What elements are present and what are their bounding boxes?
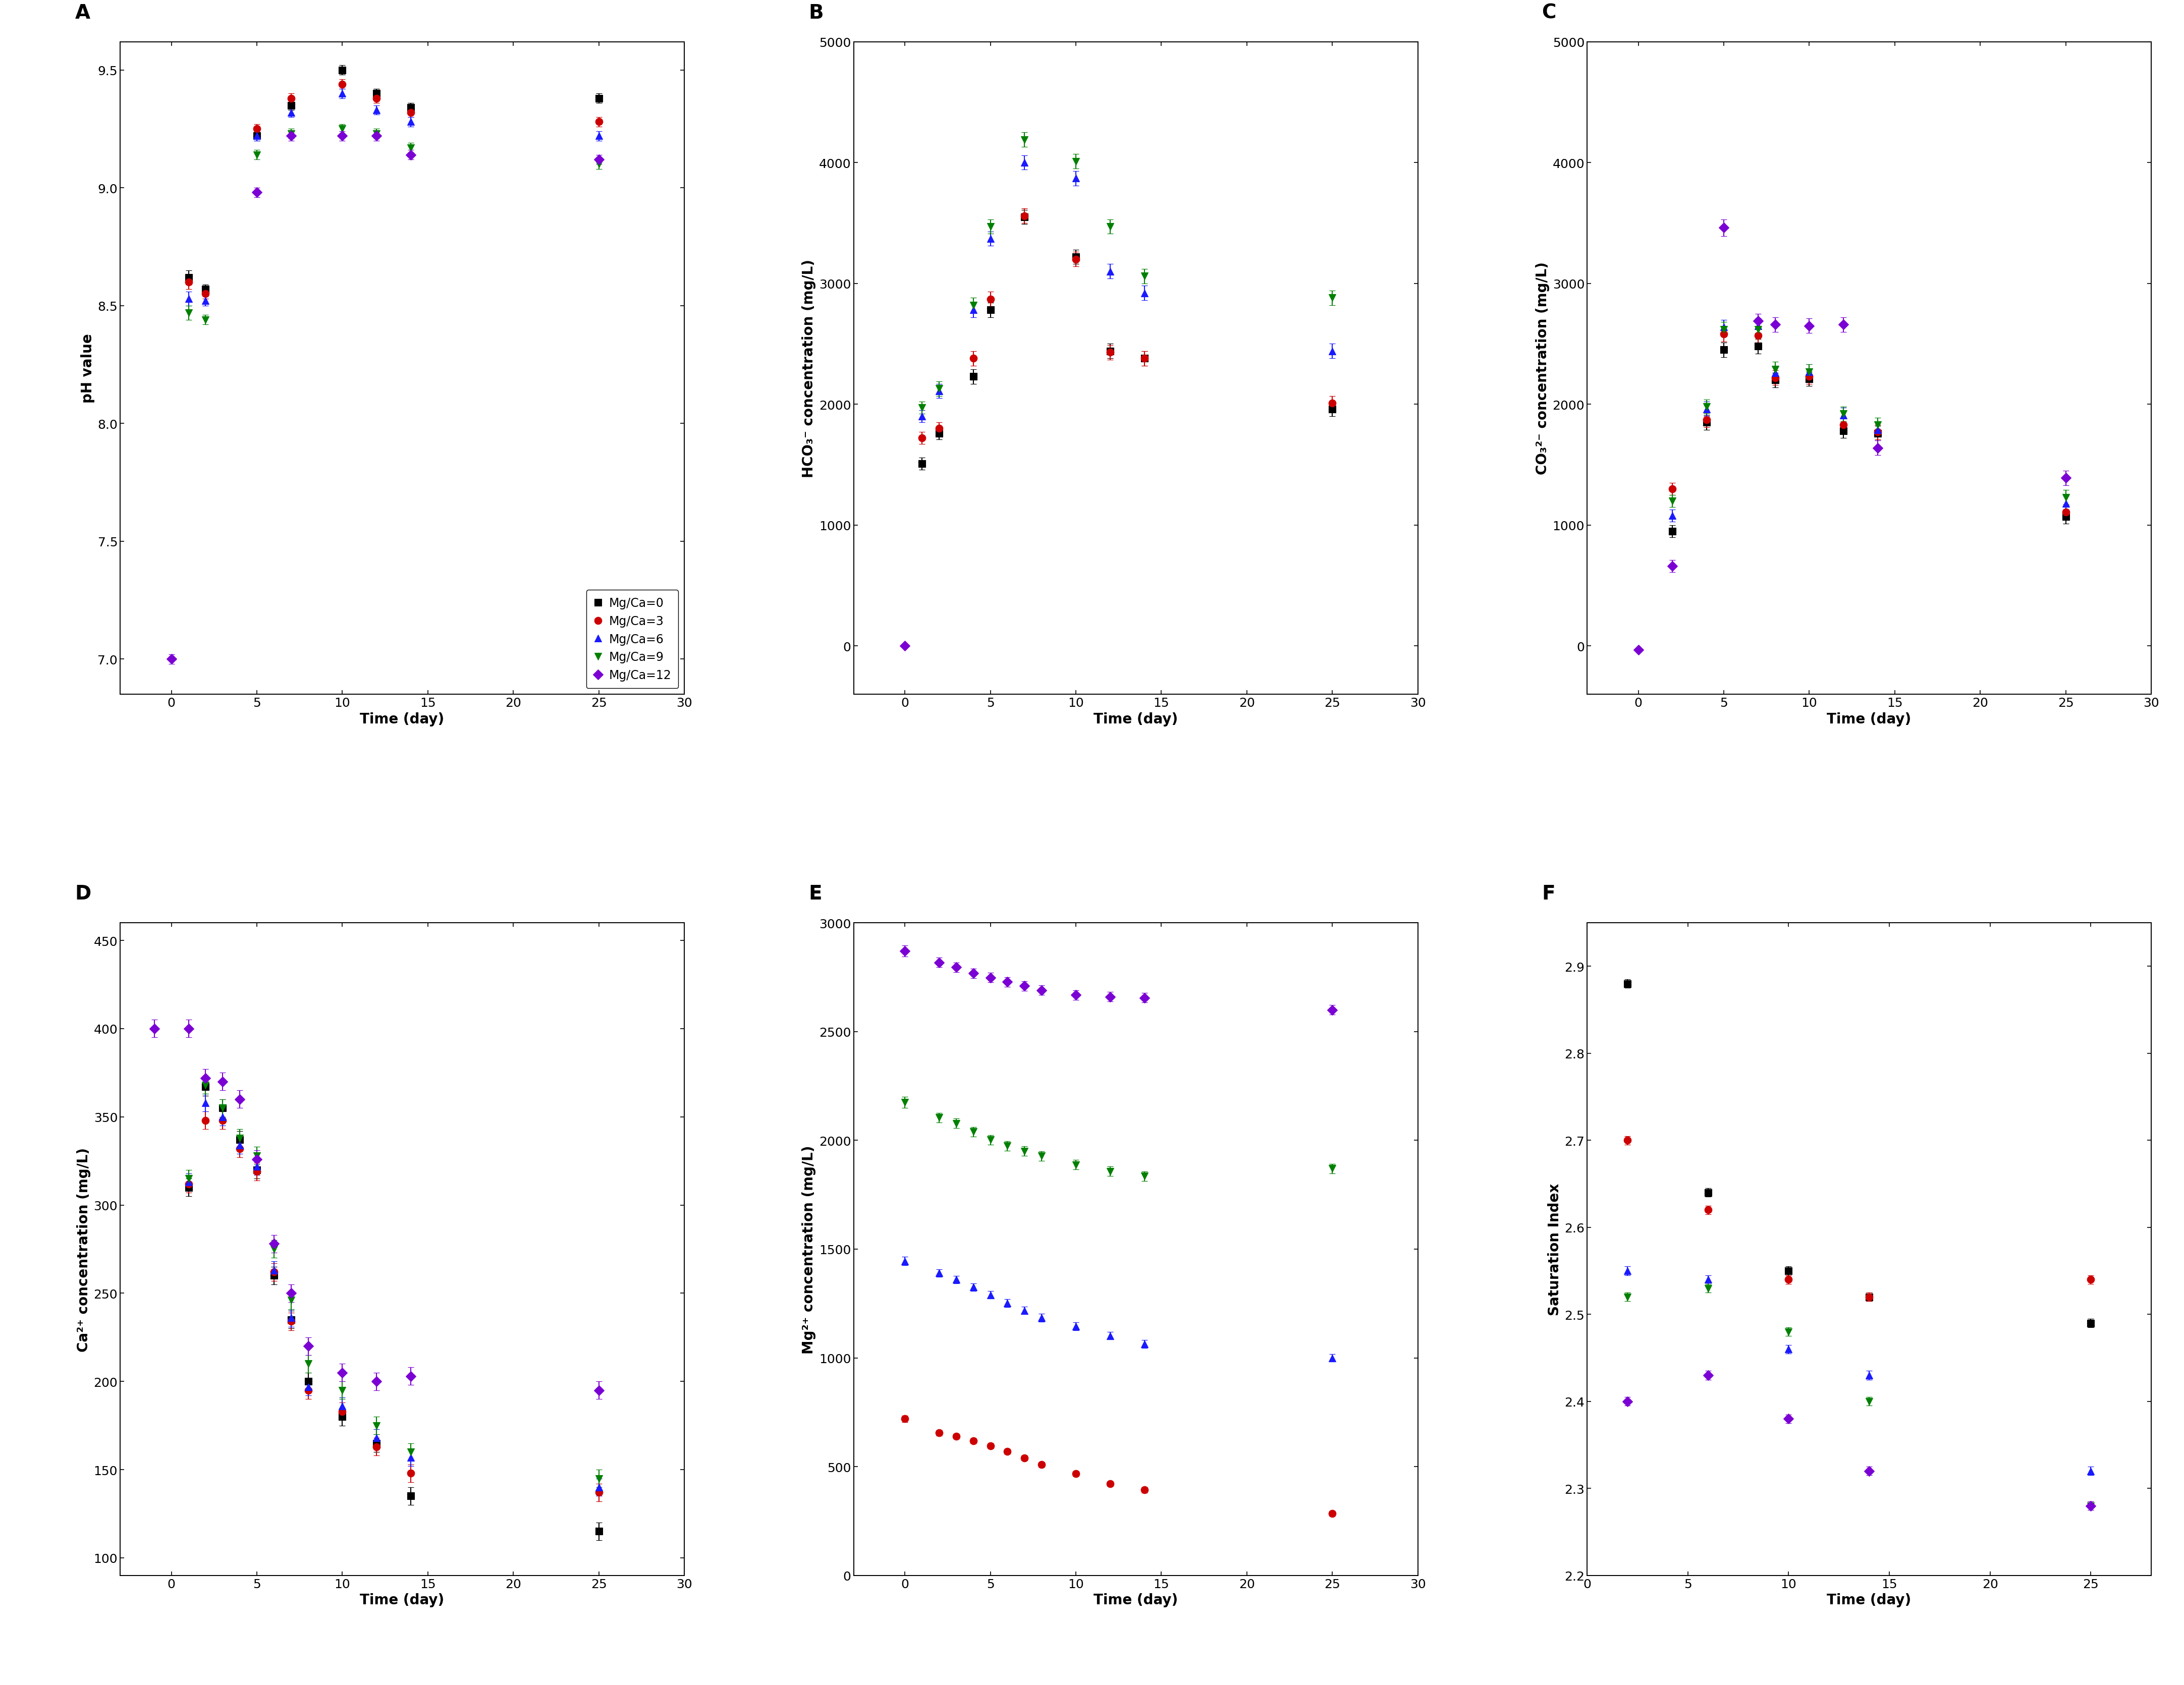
Y-axis label: Mg²⁺ concentration (mg/L): Mg²⁺ concentration (mg/L): [802, 1146, 817, 1353]
X-axis label: Time (day): Time (day): [360, 713, 443, 726]
X-axis label: Time (day): Time (day): [1828, 1592, 1911, 1607]
Legend: Mg/Ca=0, Mg/Ca=3, Mg/Ca=6, Mg/Ca=9, Mg/Ca=12: Mg/Ca=0, Mg/Ca=3, Mg/Ca=6, Mg/Ca=9, Mg/C…: [585, 590, 679, 689]
Y-axis label: pH value: pH value: [81, 334, 94, 403]
Y-axis label: CO₃²⁻ concentration (mg/L): CO₃²⁻ concentration (mg/L): [1535, 261, 1551, 475]
Text: E: E: [808, 885, 821, 903]
Text: C: C: [1542, 3, 1557, 22]
X-axis label: Time (day): Time (day): [1828, 713, 1911, 726]
Text: F: F: [1542, 885, 1555, 903]
Y-axis label: Saturation Index: Saturation Index: [1548, 1183, 1562, 1316]
Text: D: D: [74, 885, 92, 903]
X-axis label: Time (day): Time (day): [1094, 1592, 1177, 1607]
X-axis label: Time (day): Time (day): [360, 1592, 443, 1607]
Text: B: B: [808, 3, 823, 22]
Y-axis label: HCO₃⁻ concentration (mg/L): HCO₃⁻ concentration (mg/L): [802, 259, 817, 477]
X-axis label: Time (day): Time (day): [1094, 713, 1177, 726]
Text: A: A: [74, 3, 90, 22]
Y-axis label: Ca²⁺ concentration (mg/L): Ca²⁺ concentration (mg/L): [76, 1147, 92, 1351]
